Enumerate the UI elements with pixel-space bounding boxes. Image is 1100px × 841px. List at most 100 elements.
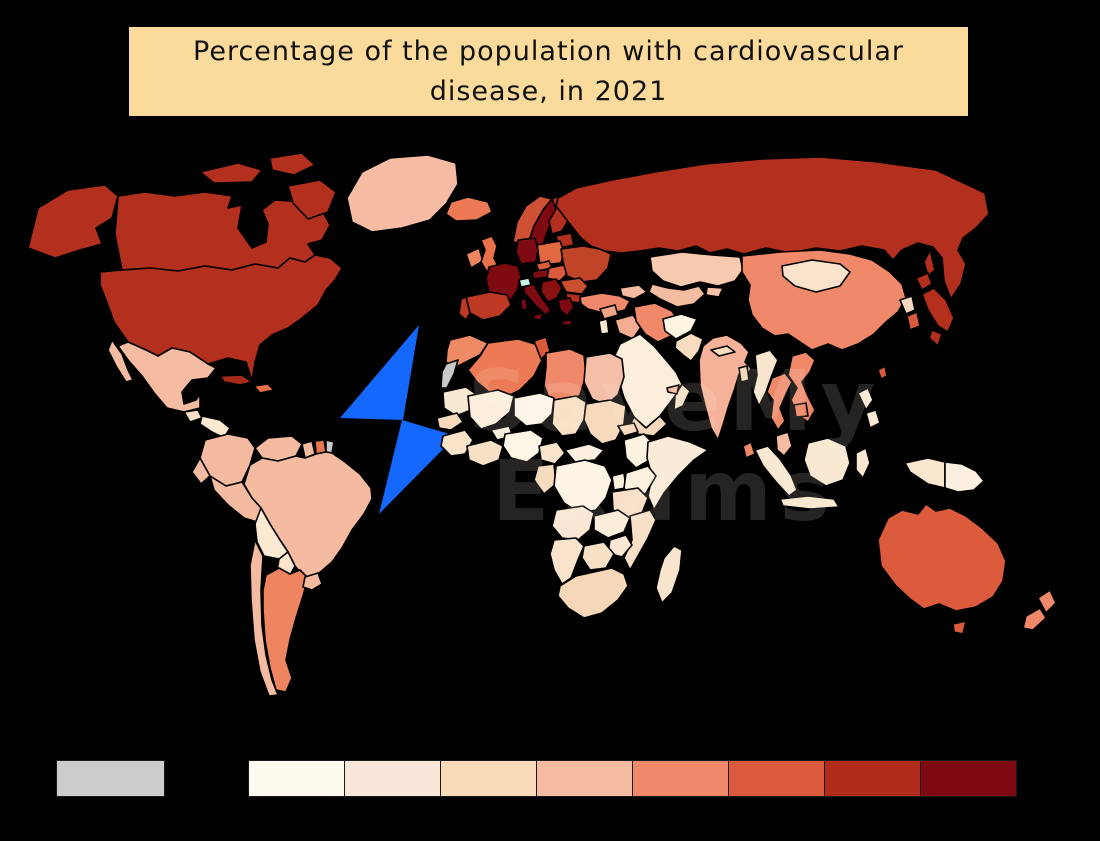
legend-scale-swatch-6: [728, 760, 825, 797]
country-angola: [551, 505, 595, 541]
country-french-guiana: [325, 439, 335, 454]
country-japan-kyushu: [928, 329, 943, 347]
country-argentina: [262, 567, 309, 693]
lightning-bolt-icon: [379, 420, 456, 514]
country-greece: [557, 297, 575, 317]
legend-scale-swatch-8: [920, 760, 1017, 797]
country-balkans: [540, 278, 563, 303]
country-pakistan: [674, 332, 704, 362]
country-new-zealand-south: [1022, 607, 1047, 631]
country-australia: [877, 503, 1007, 612]
country-sudan: [583, 399, 627, 445]
country-cuba: [219, 374, 253, 386]
legend-scale-swatch-7: [824, 760, 921, 797]
country-borneo: [803, 437, 851, 487]
country-cambodia: [793, 402, 809, 418]
country-zambia: [593, 509, 631, 539]
country-sardinia: [520, 297, 528, 311]
country-south-africa: [557, 567, 629, 619]
country-papua-new-guinea: [944, 461, 985, 493]
chart-title: Percentage of the population with cardio…: [193, 36, 904, 107]
country-gabon-congo: [533, 463, 557, 495]
country-italy: [523, 283, 552, 316]
country-uae: [666, 384, 680, 395]
color-scale-legend: [0, 760, 1100, 798]
country-japan-honshu: [921, 287, 955, 333]
country-chile: [249, 539, 279, 697]
country-germany: [515, 237, 539, 265]
country-greenland: [346, 154, 459, 233]
country-taiwan: [877, 365, 888, 380]
country-sumatra: [754, 445, 798, 497]
country-levant: [598, 318, 610, 335]
country-new-zealand-north: [1037, 589, 1057, 614]
country-nigeria: [502, 429, 544, 463]
country-afghanistan: [662, 313, 698, 340]
country-kyrgyzstan-tajikistan: [705, 286, 724, 298]
country-north-korea: [899, 295, 916, 315]
country-ireland: [465, 247, 484, 269]
lightning-bolt-icon: [340, 325, 419, 420]
country-kazakhstan: [649, 251, 744, 288]
country-philippines: [857, 387, 874, 411]
country-senegal: [436, 412, 464, 431]
country-syria: [599, 304, 619, 320]
country-ukraine: [560, 245, 612, 283]
country-poland: [536, 240, 565, 266]
country-russia: [555, 156, 990, 300]
country-iraq: [614, 314, 642, 340]
country-nepal: [710, 345, 736, 357]
country-alaska: [27, 184, 119, 259]
country-slovakia-hungary: [546, 264, 568, 282]
country-cameroon: [538, 441, 566, 465]
country-mongolia: [781, 259, 851, 293]
country-baja-california: [107, 339, 134, 383]
legend-scale-swatch-5: [632, 760, 729, 797]
country-guinea: [440, 429, 474, 457]
country-uruguay: [302, 572, 323, 591]
country-java: [779, 495, 840, 510]
country-central-african-republic: [564, 443, 605, 463]
country-arctic-islands: [269, 152, 316, 176]
chart-title-box: Percentage of the population with cardio…: [127, 25, 970, 118]
country-western-sahara: [440, 359, 459, 389]
country-malaysia: [775, 431, 793, 457]
country-sakhalin: [923, 249, 936, 277]
country-arctic-islands: [199, 162, 263, 184]
country-ecuador: [191, 457, 211, 485]
country-niger: [513, 392, 555, 427]
country-philippines: [865, 409, 881, 429]
legend-scale-swatch-3: [440, 760, 537, 797]
country-switzerland-highlight: [518, 277, 532, 288]
country-romania: [559, 277, 589, 295]
legend-scale-swatch-1: [248, 760, 345, 797]
country-japan-hokkaido: [915, 272, 933, 291]
country-crete: [561, 319, 573, 326]
legend-no-data-swatch: [56, 760, 165, 797]
country-eritrea: [617, 422, 639, 437]
country-myanmar: [752, 349, 779, 407]
country-south-korea: [906, 311, 921, 331]
country-somalia: [646, 435, 709, 511]
country-hispaniola: [253, 383, 275, 394]
country-bangladesh: [738, 365, 750, 383]
country-sri-lanka: [742, 441, 756, 459]
country-thailand: [766, 372, 793, 431]
country-caucasus: [619, 284, 648, 300]
country-egypt: [583, 352, 625, 406]
country-iceland: [445, 196, 493, 222]
legend-scale-swatch-4: [536, 760, 633, 797]
country-arctic-islands: [287, 179, 337, 220]
country-oman: [673, 383, 691, 411]
country-uzbekistan-turkmenistan: [648, 283, 706, 308]
country-sicily: [533, 312, 544, 321]
country-west-new-guinea: [904, 457, 946, 489]
country-turkey: [579, 292, 631, 315]
country-mali: [467, 389, 515, 430]
country-portugal: [458, 296, 471, 321]
country-namibia: [549, 537, 585, 585]
country-guatemala: [183, 409, 203, 423]
